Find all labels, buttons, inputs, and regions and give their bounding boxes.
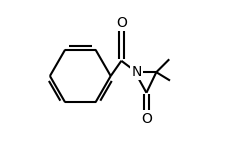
Text: N: N: [131, 65, 141, 79]
Text: O: O: [140, 112, 151, 126]
Text: O: O: [115, 16, 126, 30]
